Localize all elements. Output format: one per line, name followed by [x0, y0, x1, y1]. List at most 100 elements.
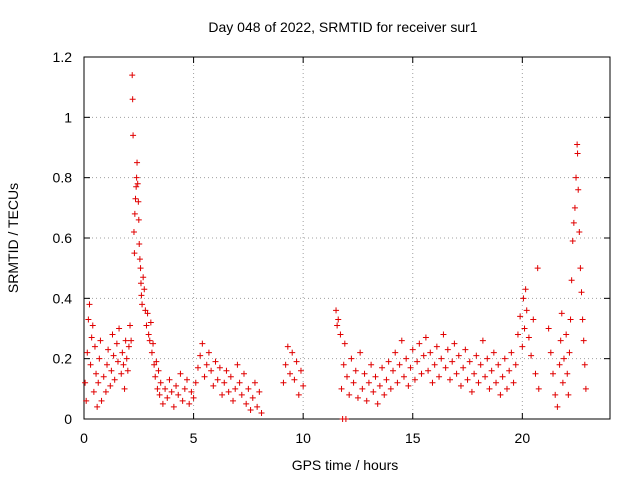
data-point — [136, 256, 143, 263]
data-point — [102, 388, 109, 395]
data-point — [400, 373, 407, 380]
data-point — [297, 367, 304, 374]
data-point — [344, 373, 350, 380]
data-point — [100, 373, 107, 380]
data-point — [91, 343, 98, 350]
data-point — [547, 349, 554, 356]
data-point — [121, 385, 128, 392]
data-point — [579, 316, 586, 323]
data-point — [340, 361, 347, 368]
data-point — [447, 376, 454, 383]
data-point — [530, 316, 537, 323]
data-point — [464, 376, 471, 383]
data-point — [225, 388, 232, 395]
data-point — [545, 325, 552, 332]
data-point — [563, 331, 570, 338]
data-point — [168, 388, 175, 395]
data-point — [451, 340, 458, 347]
y-tick-label: 0 — [64, 411, 72, 427]
data-point — [140, 274, 147, 281]
data-point — [203, 361, 210, 368]
data-point — [409, 346, 416, 353]
data-point — [119, 349, 126, 356]
data-point — [497, 391, 504, 398]
data-point — [98, 397, 105, 404]
data-point — [440, 331, 447, 338]
data-point — [89, 322, 96, 329]
data-point — [147, 319, 154, 326]
data-point — [363, 397, 370, 404]
data-point — [157, 379, 164, 386]
data-point — [510, 379, 517, 386]
data-point — [552, 391, 559, 398]
data-point — [407, 364, 414, 371]
data-point — [422, 334, 429, 341]
data-point — [154, 385, 161, 392]
data-point — [479, 337, 486, 344]
data-point — [374, 400, 381, 407]
data-point — [337, 331, 344, 338]
data-point — [245, 385, 252, 392]
data-point — [221, 379, 228, 386]
data-point — [387, 385, 394, 392]
data-point — [557, 337, 564, 344]
data-point — [482, 373, 489, 380]
data-point — [503, 385, 510, 392]
data-point — [129, 72, 136, 79]
data-point — [186, 400, 193, 407]
data-point — [564, 370, 571, 377]
data-point — [420, 352, 427, 359]
x-tick-label: 5 — [190, 430, 198, 446]
data-point — [214, 376, 221, 383]
y-tick-label: 1 — [64, 109, 72, 125]
data-point — [134, 159, 141, 166]
data-point — [357, 349, 364, 356]
data-point — [372, 373, 379, 380]
data-point — [181, 385, 188, 392]
data-point — [139, 301, 146, 308]
data-point — [501, 355, 508, 362]
grid-layer — [84, 57, 610, 419]
data-point — [94, 403, 101, 410]
data-point — [287, 370, 294, 377]
data-point — [293, 358, 300, 365]
data-point — [137, 265, 144, 272]
data-point — [132, 195, 139, 202]
data-point — [249, 394, 256, 401]
data-point — [534, 265, 541, 272]
data-point — [431, 361, 438, 368]
data-point — [109, 331, 116, 338]
chart-title: Day 048 of 2022, SRMTID for receiver sur… — [208, 19, 477, 35]
data-point — [346, 391, 353, 398]
data-point — [514, 331, 521, 338]
data-point — [471, 370, 478, 377]
data-point — [405, 382, 412, 389]
data-point — [123, 355, 130, 362]
data-point — [341, 340, 348, 347]
data-point — [528, 352, 535, 359]
x-tick-label: 20 — [515, 430, 531, 446]
data-point — [289, 349, 296, 356]
data-point — [127, 322, 134, 329]
data-point — [570, 219, 577, 226]
data-point — [118, 370, 125, 377]
data-point — [352, 367, 359, 374]
data-point — [128, 337, 135, 344]
data-point — [219, 391, 226, 398]
data-point — [414, 358, 421, 365]
data-point — [152, 373, 159, 380]
data-point — [574, 141, 581, 148]
data-point — [522, 286, 529, 293]
data-point — [334, 322, 341, 329]
data-point — [125, 343, 132, 350]
data-point — [455, 352, 462, 359]
data-point — [143, 322, 150, 329]
data-point — [105, 346, 112, 353]
data-point — [425, 367, 432, 374]
data-point — [170, 403, 177, 410]
y-tick-label: 1.2 — [53, 49, 73, 65]
data-point — [83, 397, 90, 404]
x-tick-label: 10 — [295, 430, 311, 446]
data-point — [416, 340, 423, 347]
